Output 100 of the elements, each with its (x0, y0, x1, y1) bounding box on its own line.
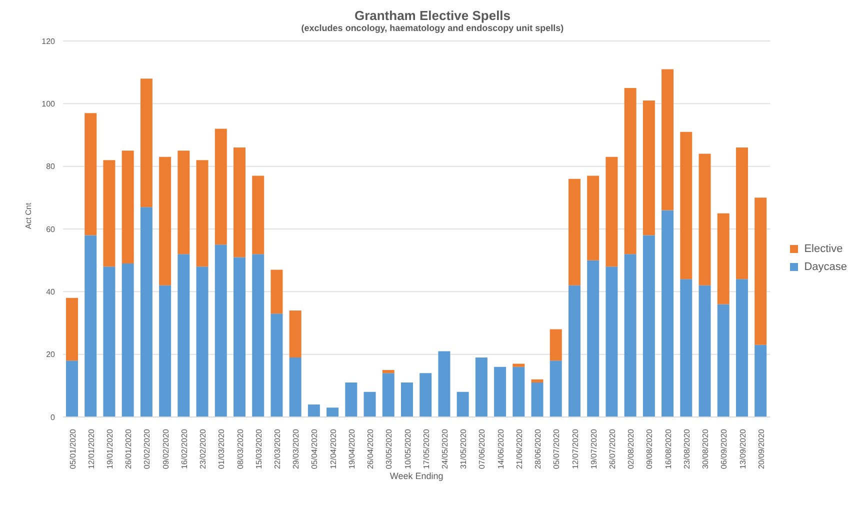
y-axis-title: Act Cnt (24, 202, 33, 229)
x-tick-label: 05/01/2020 (68, 428, 78, 470)
x-tick-label: 16/02/2020 (180, 428, 189, 470)
y-tick-label: 20 (46, 350, 56, 360)
bar (233, 257, 246, 417)
bar (420, 373, 432, 417)
bar (122, 263, 134, 417)
bar (698, 154, 711, 286)
bar (326, 408, 339, 417)
bar (140, 207, 152, 417)
x-tick-label: 26/07/2020 (608, 428, 618, 470)
bar (642, 100, 655, 236)
bar (606, 266, 618, 417)
x-tick-label: 12/07/2020 (570, 428, 580, 470)
bar (550, 360, 562, 417)
bar (364, 392, 376, 417)
bar (624, 254, 636, 417)
x-tick-label: 09/02/2020 (161, 428, 170, 470)
bar (717, 304, 730, 417)
x-tick-label: 26/04/2020 (366, 428, 376, 470)
y-tick-label: 0 (50, 412, 56, 422)
chart-title: Grantham Elective Spells (353, 8, 512, 23)
legend-label: Daycase (804, 261, 847, 273)
bar (400, 382, 413, 417)
bar (159, 156, 172, 286)
bar (456, 392, 469, 417)
bar (382, 373, 394, 417)
x-tick-label: 07/06/2020 (478, 428, 487, 470)
x-tick-label: 14/06/2020 (496, 428, 506, 470)
bar (289, 310, 302, 358)
x-tick-label: 05/04/2020 (310, 428, 320, 470)
y-tick-label: 60 (46, 224, 56, 234)
x-tick-label: 31/05/2020 (459, 428, 468, 470)
bar (84, 235, 97, 417)
x-tick-label: 05/07/2020 (552, 428, 562, 470)
x-tick-label: 16/08/2020 (664, 428, 673, 470)
x-tick-label: 12/01/2020 (86, 428, 96, 470)
bar (606, 156, 618, 267)
bar (289, 357, 302, 417)
x-tick-label: 06/09/2020 (720, 428, 729, 470)
x-tick-label: 23/08/2020 (682, 428, 692, 470)
bar (624, 88, 636, 254)
bar (568, 178, 580, 286)
bar (103, 266, 116, 417)
x-tick-label: 20/09/2020 (756, 428, 766, 470)
x-tick-label: 21/06/2020 (514, 428, 524, 470)
y-tick-label: 40 (46, 288, 56, 297)
bar (122, 150, 134, 264)
bar (512, 364, 525, 367)
x-tick-label: 02/08/2020 (626, 428, 636, 470)
y-tick-label: 120 (42, 36, 56, 46)
bar (66, 298, 78, 361)
bar (438, 351, 450, 417)
bar (178, 150, 190, 254)
bar (270, 314, 283, 417)
bar (84, 113, 97, 236)
bar (140, 78, 152, 208)
bar (233, 148, 246, 258)
x-tick-label: 23/02/2020 (198, 428, 208, 470)
x-tick-label: 12/04/2020 (328, 428, 338, 470)
bar (550, 329, 562, 361)
bar (196, 266, 208, 417)
y-tick-label: 100 (42, 100, 56, 109)
chart-subtitle: (excludes oncology, haematology and endoscopy unit spells) (300, 23, 565, 33)
x-tick-label: 19/07/2020 (589, 428, 598, 470)
x-tick-label: 24/05/2020 (440, 428, 450, 470)
x-tick-label: 09/08/2020 (645, 428, 654, 470)
x-tick-label: 26/01/2020 (124, 428, 134, 470)
bar (754, 344, 767, 417)
bar (252, 254, 264, 417)
x-tick-label: 28/06/2020 (534, 428, 543, 470)
bar (568, 285, 580, 417)
bar (512, 366, 525, 417)
bar (680, 132, 692, 280)
x-tick-label: 19/04/2020 (347, 428, 356, 470)
y-tick-label: 80 (46, 162, 56, 172)
bar (531, 382, 544, 417)
bar (252, 176, 264, 254)
x-tick-label: 02/02/2020 (142, 428, 152, 470)
bar (698, 285, 711, 417)
bar (103, 160, 116, 267)
bar (717, 213, 730, 304)
x-tick-label: 15/03/2020 (254, 428, 264, 470)
bar (382, 370, 394, 374)
bar (214, 244, 227, 417)
bar (587, 260, 600, 417)
x-tick-label: 30/08/2020 (701, 428, 710, 470)
x-tick-label: 19/01/2020 (106, 428, 115, 470)
bar (159, 285, 172, 417)
bar (736, 148, 748, 280)
x-tick-label: 22/03/2020 (273, 428, 282, 470)
bar (662, 210, 674, 417)
x-tick-label: 01/03/2020 (217, 428, 226, 470)
bar (214, 128, 227, 245)
bar (475, 357, 488, 417)
x-axis-title: Week Ending (390, 471, 444, 481)
bar (531, 379, 544, 383)
legend-label: Elective (804, 243, 843, 255)
x-tick-label: 17/05/2020 (422, 428, 431, 470)
bar (178, 254, 190, 417)
